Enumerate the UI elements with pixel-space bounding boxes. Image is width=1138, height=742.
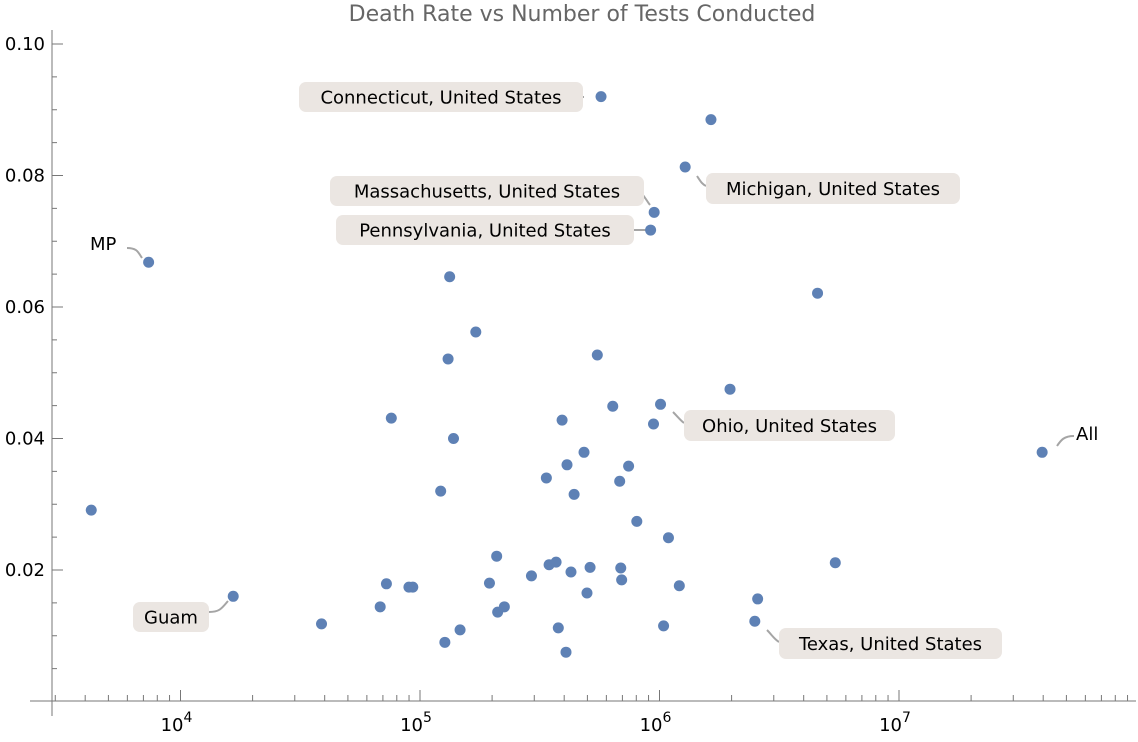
callout-leader (126, 247, 143, 259)
data-point (227, 590, 239, 602)
data-point (483, 577, 495, 589)
data-point (560, 646, 572, 658)
callout-box (336, 215, 634, 245)
data-point (491, 550, 503, 562)
chart-title: Death Rate vs Number of Tests Conducted (349, 2, 816, 27)
callout-box (133, 602, 209, 632)
y-tick-label: 0.04 (5, 429, 45, 450)
data-point (442, 353, 454, 365)
data-point (749, 615, 761, 627)
data-point (591, 349, 603, 361)
data-point (724, 383, 736, 395)
callout-box (779, 628, 1002, 659)
callout-box (684, 410, 895, 441)
data-point (615, 562, 627, 574)
callout-label: Massachusetts, United States (354, 182, 620, 203)
data-point (655, 398, 667, 410)
axes: 104 105 106 107 0.02 0.04 0.06 0.08 0.10 (5, 30, 1136, 736)
data-point (385, 412, 397, 424)
data-point (648, 206, 660, 218)
data-point (1036, 446, 1048, 458)
data-point (561, 459, 573, 471)
callout-label: Guam (144, 608, 198, 629)
data-point (614, 475, 626, 487)
data-point (439, 636, 451, 648)
data-point (565, 566, 577, 578)
callout-label: Texas, United States (798, 634, 982, 655)
data-point (552, 622, 564, 634)
data-point (662, 532, 674, 544)
data-point (407, 581, 419, 593)
data-point (812, 287, 824, 299)
data-point (556, 414, 568, 426)
data-point (454, 624, 466, 636)
callout: Pennsylvania, United States (336, 215, 634, 245)
data-point (374, 601, 386, 613)
y-tick-label: 0.10 (5, 34, 45, 55)
callout: Connecticut, United States (299, 82, 583, 112)
data-point (673, 580, 685, 592)
data-point (645, 224, 657, 236)
callout-leader (672, 411, 685, 424)
data-point (584, 561, 596, 573)
callout: Massachusetts, United States (330, 176, 644, 206)
data-point (648, 418, 660, 430)
data-point (607, 400, 619, 412)
callout: Guam (133, 602, 209, 632)
data-point (85, 504, 97, 516)
y-tick-label: 0.02 (5, 560, 45, 581)
x-tick-label: 106 (640, 710, 672, 736)
data-points (85, 91, 1048, 658)
x-tick-label: 104 (161, 710, 193, 736)
data-point (581, 587, 593, 599)
callout: MP (90, 234, 117, 255)
callout-leader (1056, 435, 1075, 447)
data-point (435, 485, 447, 497)
data-point (470, 326, 482, 338)
callout-label: Michigan, United States (726, 179, 940, 200)
data-point (525, 570, 537, 582)
callout-box (330, 176, 644, 206)
data-point (578, 446, 590, 458)
data-point (658, 620, 670, 632)
callout-label: MP (90, 234, 117, 255)
data-point (616, 574, 628, 586)
data-point (143, 256, 155, 268)
data-point (829, 557, 841, 569)
data-point (316, 618, 328, 630)
callout-box (706, 173, 960, 204)
data-point (550, 556, 562, 568)
data-point (444, 271, 456, 283)
callout: Texas, United States (779, 628, 1002, 659)
data-point (623, 460, 635, 472)
y-tick-label: 0.06 (5, 297, 45, 318)
data-point (568, 488, 580, 500)
callout: Ohio, United States (684, 410, 895, 441)
callout-label: Connecticut, United States (320, 88, 561, 109)
callout-leader (766, 629, 780, 643)
data-point (595, 91, 607, 103)
data-point (380, 578, 392, 590)
callout-label: Ohio, United States (702, 416, 877, 437)
callout-label: All (1076, 424, 1098, 445)
x-tick-label: 105 (400, 710, 432, 736)
callout-label: Pennsylvania, United States (359, 221, 611, 242)
callouts: MP Guam Connecticut, United States Pennsylv… (90, 82, 1098, 659)
data-point (705, 114, 717, 126)
callout-leader (208, 600, 229, 613)
data-point (752, 593, 764, 605)
data-point (540, 472, 552, 484)
callout: Michigan, United States (706, 173, 960, 204)
data-point (631, 515, 643, 527)
y-tick-label: 0.08 (5, 166, 45, 187)
callout-leader (696, 175, 707, 187)
x-tick-label: 107 (879, 710, 911, 736)
callout-box (299, 82, 583, 112)
callout: All (1076, 424, 1098, 445)
data-point (448, 433, 460, 444)
data-point (679, 161, 691, 173)
data-point (498, 601, 510, 613)
